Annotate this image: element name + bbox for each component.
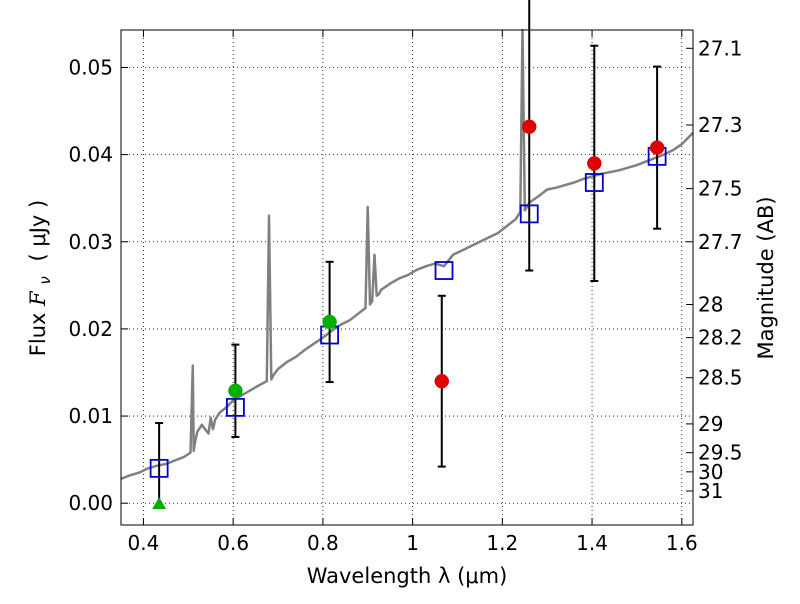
x-tick-label: 1.4: [576, 531, 608, 555]
grid-lines: [121, 30, 693, 525]
detection-point: [228, 383, 243, 399]
right-tick-label: 27.3: [698, 113, 743, 137]
right-tick-label: 27.1: [698, 36, 743, 60]
y-tick-label: 0.01: [68, 404, 113, 428]
detection-point: [649, 140, 665, 155]
svg-text:Flux F ν (: Flux F ν ( μJy ): [26, 200, 55, 356]
y-tick-label: 0.03: [68, 230, 113, 254]
detection-point: [522, 119, 537, 134]
x-tick-label: 0.4: [128, 531, 160, 555]
x-axis-label: Wavelength λ (μm): [307, 564, 508, 588]
x-tick-label: 0.8: [307, 531, 339, 555]
y-tick-label: 0.02: [68, 317, 113, 341]
y-axis-label-subscript: ν: [36, 276, 54, 284]
right-axis-label: Magnitude (AB): [754, 196, 778, 359]
right-tick-label: 27.7: [698, 230, 743, 254]
x-tick-label: 1.6: [666, 531, 698, 555]
plot-area: [121, 30, 693, 525]
spectrum-line: [120, 28, 694, 480]
right-tick-label: 31: [698, 479, 723, 503]
model-square: [584, 173, 604, 192]
model-square: [149, 458, 169, 478]
detection-point: [322, 314, 337, 330]
right-tick-label: 30: [698, 460, 723, 484]
spectrum-layer: [120, 28, 694, 480]
y-tick-label: 0.00: [68, 491, 113, 515]
x-tick-label: 0.6: [217, 531, 249, 555]
plot-frame: [120, 29, 694, 526]
model-square: [434, 261, 454, 280]
y-axis-ticks: 0.00 0.01 0.02 0.03 0.04 0.05: [68, 55, 128, 515]
y-tick-label: 0.04: [68, 143, 113, 167]
y-axis-label: Flux F ν ( μJy ): [26, 200, 55, 356]
y-axis-label-unit: ( μJy ): [26, 200, 50, 262]
model-square: [225, 397, 245, 417]
detection-point: [434, 373, 450, 389]
right-tick-label: 28.5: [698, 366, 743, 390]
right-tick-label: 29: [698, 412, 723, 436]
y-tick-label: 0.05: [68, 55, 113, 79]
right-tick-label: 28.2: [698, 326, 743, 350]
right-tick-label: 27.5: [698, 177, 743, 201]
upper-limit-marker: [152, 497, 167, 510]
right-tick-label: 29.5: [698, 441, 743, 465]
right-tick-label: 28: [698, 293, 723, 317]
marker-layer: [149, 119, 667, 510]
y-axis-label-prefix: Flux: [26, 306, 50, 356]
x-tick-label: 1.2: [486, 531, 518, 555]
model-square: [519, 204, 539, 224]
y-axis-label-symbol: F: [26, 290, 50, 307]
x-tick-label: 1: [406, 531, 419, 555]
detection-point: [587, 156, 602, 171]
x-axis-ticks: 0.4 0.6 0.8 1 1.2 1.4 1.6: [128, 30, 698, 555]
